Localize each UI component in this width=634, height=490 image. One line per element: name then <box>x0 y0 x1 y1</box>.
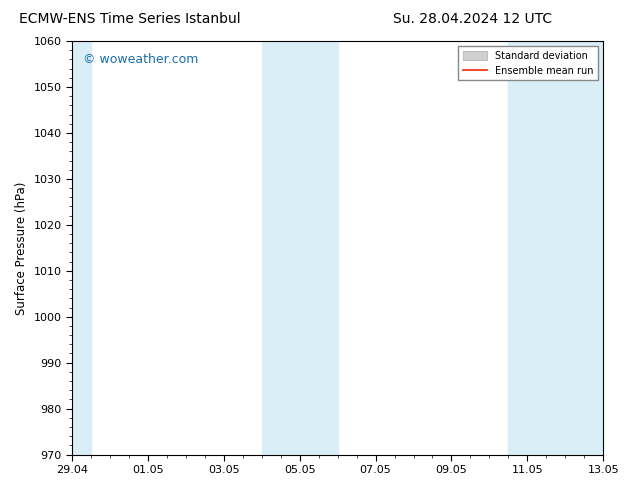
Text: ECMW-ENS Time Series Istanbul: ECMW-ENS Time Series Istanbul <box>19 12 241 26</box>
Text: Su. 28.04.2024 12 UTC: Su. 28.04.2024 12 UTC <box>393 12 552 26</box>
Y-axis label: Surface Pressure (hPa): Surface Pressure (hPa) <box>15 181 28 315</box>
Bar <box>508 41 603 455</box>
Bar <box>72 41 91 455</box>
Bar <box>262 41 338 455</box>
Legend: Standard deviation, Ensemble mean run: Standard deviation, Ensemble mean run <box>458 46 598 80</box>
Text: © woweather.com: © woweather.com <box>82 53 198 67</box>
